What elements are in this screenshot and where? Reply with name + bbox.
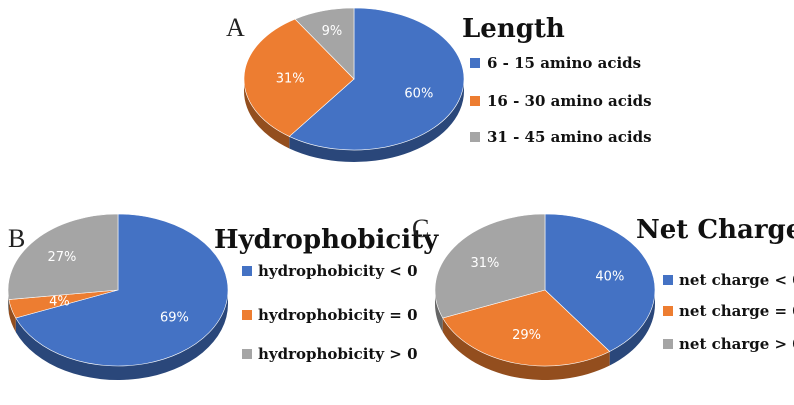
chart-c: C Net Charge net charge < 0 net charge =… [412, 213, 794, 380]
legend-swatch-blue [470, 58, 480, 68]
legend-label-6-15: 6 - 15 amino acids [487, 54, 641, 72]
legend-swatch-orange [470, 96, 480, 106]
pie-hydrophobicity: 69% 4% 27% [7, 213, 229, 381]
legend-label-31-45: 31 - 45 amino acids [487, 128, 652, 146]
legend-swatch-orange [663, 306, 673, 316]
pie-slice-hydrophobicity-0 [15, 213, 229, 367]
legend-label-hydrophobicity-eq-0: hydrophobicity = 0 [258, 306, 418, 324]
pie-slice-6-15-amino-acids [288, 7, 465, 151]
panel-letter-c: C [412, 214, 429, 243]
data-label-31-45-amino-acids: 9% [322, 24, 343, 39]
legend-label-16-30: 16 - 30 amino acids [487, 92, 652, 110]
pie-slice-16-30-amino-acids [243, 18, 355, 137]
chart-b: B Hydrophobicity hydrophobicity < 0 hydr… [7, 213, 439, 381]
data-label-net-charge-0: 40% [595, 269, 624, 284]
legend-hydrophobicity: hydrophobicity < 0 hydrophobicity = 0 hy… [242, 262, 418, 363]
data-label-16-30-amino-acids: 31% [276, 72, 305, 87]
legend-net-charge: net charge < 0 net charge = 0 net charge… [663, 271, 794, 353]
pie-slice-31-45-amino-acids [294, 7, 355, 80]
data-label-hydrophobicity-0: 4% [49, 294, 70, 309]
chart-a: A Length 6 - 15 amino acids 16 - 30 amin… [226, 7, 652, 162]
legend-label-net-charge-eq-0: net charge = 0 [679, 302, 794, 320]
pie-side-net-charge-0 [609, 290, 655, 366]
legend-swatch-orange [242, 310, 252, 320]
chart-title-hydrophobicity: Hydrophobicity [214, 225, 439, 255]
data-label-hydrophobicity-0: 69% [160, 310, 189, 325]
data-label-net-charge-0: 29% [512, 328, 541, 343]
chart-title-length: Length [462, 14, 565, 44]
legend-swatch-gray [242, 349, 252, 359]
pie-slice-net-charge-0 [544, 213, 656, 352]
pie-side-hydrophobicity-0 [15, 290, 229, 381]
legend-label-net-charge-lt-0: net charge < 0 [679, 271, 794, 289]
pie-net-charge: 40% 29% 31% [434, 213, 656, 380]
data-label-net-charge-0: 31% [471, 256, 500, 271]
pie-side-net-charge-0 [435, 290, 443, 332]
pie-slice-hydrophobicity-0 [7, 213, 119, 300]
panel-letter-b: B [8, 224, 25, 253]
legend-label-net-charge-gt-0: net charge > 0 [679, 335, 794, 353]
pie-slice-net-charge-0 [442, 289, 611, 367]
legend-swatch-gray [663, 339, 673, 349]
pie-side-16-30-amino-acids [244, 79, 290, 149]
panel-letter-a: A [226, 13, 245, 42]
legend-length: 6 - 15 amino acids 16 - 30 amino acids 3… [470, 54, 652, 146]
legend-swatch-blue [242, 266, 252, 276]
legend-swatch-blue [663, 275, 673, 285]
legend-swatch-gray [470, 132, 480, 142]
pie-length: 60% 31% 9% [243, 7, 465, 162]
data-label-6-15-amino-acids: 60% [404, 87, 433, 102]
pie-slice-net-charge-0 [434, 213, 546, 319]
pie-side-hydrophobicity-0 [8, 299, 16, 332]
pie-side-6-15-amino-acids [289, 79, 464, 162]
data-label-hydrophobicity-0: 27% [47, 250, 76, 265]
legend-label-hydrophobicity-lt-0: hydrophobicity < 0 [258, 262, 418, 280]
legend-label-hydrophobicity-gt-0: hydrophobicity > 0 [258, 345, 418, 363]
chart-title-net-charge: Net Charge [636, 215, 794, 245]
